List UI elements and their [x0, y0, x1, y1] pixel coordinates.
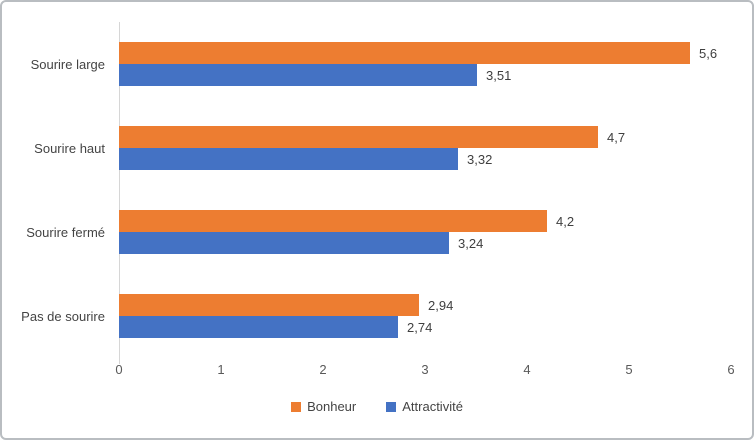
data-label: 5,6: [699, 45, 718, 61]
data-label: 2,74: [407, 319, 433, 335]
legend-swatch-icon: [291, 401, 302, 412]
x-tick-label: 3: [421, 362, 429, 377]
data-label: 4,2: [556, 213, 575, 229]
legend-label: Attractivité: [402, 399, 463, 414]
category-band: 2,94 2,74: [119, 274, 731, 358]
legend: Bonheur Attractivité: [2, 399, 752, 414]
bar-bonheur-2: [119, 210, 547, 232]
category-label: Sourire fermé: [26, 224, 105, 240]
bar-attractivité-0: [119, 64, 477, 86]
category-label: Sourire haut: [34, 140, 105, 156]
data-label: 2,94: [428, 297, 454, 313]
data-label: 4,7: [607, 129, 626, 145]
x-tick-label: 6: [727, 362, 735, 377]
legend-label: Bonheur: [307, 399, 357, 414]
legend-item-bonheur: Bonheur: [291, 399, 356, 414]
category-band: 4,2 3,24: [119, 190, 731, 274]
bar-bonheur-1: [119, 126, 598, 148]
category-label: Pas de sourire: [21, 308, 105, 324]
y-axis-line: [119, 22, 120, 364]
data-label: 3,51: [486, 67, 512, 83]
legend-swatch-icon: [386, 401, 397, 412]
x-tick-label: 5: [625, 362, 633, 377]
bar-attractivité-1: [119, 148, 458, 170]
legend-item-attractivité: Attractivité: [386, 399, 463, 414]
category-label: Sourire large: [30, 56, 105, 72]
x-tick-label: 2: [319, 362, 327, 377]
plot-area: 5,6 3,51 4,7 3,32 4,2 3,24 2,94 2,74: [119, 22, 731, 358]
x-axis: 0 1 2 3 4 5 6: [115, 362, 735, 380]
bar-attractivité-3: [119, 316, 398, 338]
bar-bonheur-3: [119, 294, 419, 316]
category-band: 4,7 3,32: [119, 106, 731, 190]
x-tick-label: 4: [523, 362, 531, 377]
x-tick-label: 1: [217, 362, 225, 377]
x-tick-label: 0: [115, 362, 123, 377]
bar-attractivité-2: [119, 232, 449, 254]
bar-bonheur-0: [119, 42, 690, 64]
category-band: 5,6 3,51: [119, 22, 731, 106]
data-label: 3,32: [467, 151, 493, 167]
data-label: 3,24: [458, 235, 484, 251]
